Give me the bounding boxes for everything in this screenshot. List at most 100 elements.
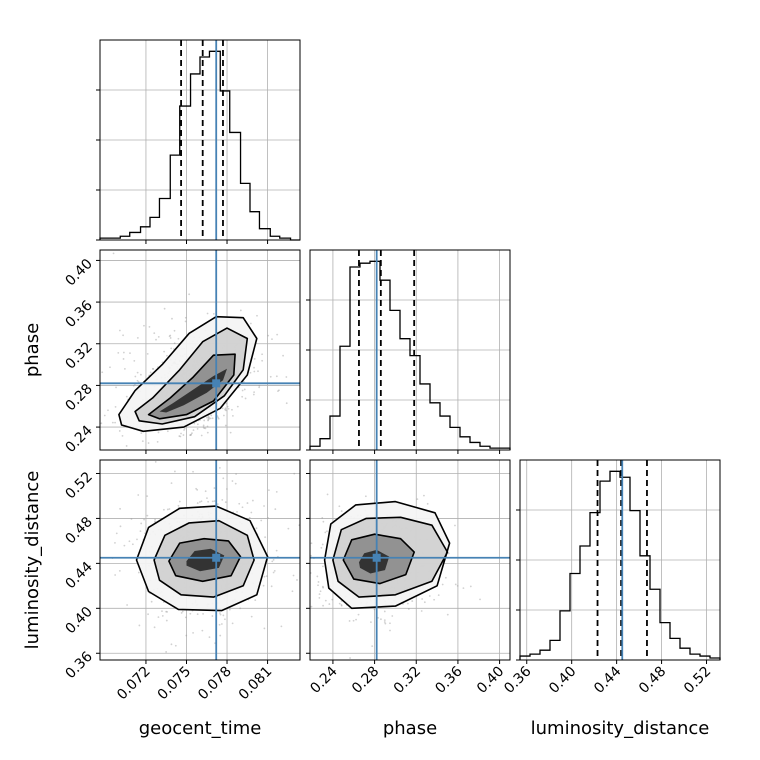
y-tick-label: 0.52 [62, 469, 95, 502]
scatter-point [184, 316, 187, 319]
scatter-point [137, 494, 140, 496]
scatter-point [196, 502, 199, 504]
scatter-point [153, 626, 156, 629]
scatter-point [130, 518, 133, 520]
scatter-point [223, 618, 226, 621]
scatter-point [307, 603, 309, 605]
scatter-point [123, 368, 126, 370]
scatter-point [122, 334, 124, 337]
scatter-point [216, 503, 219, 506]
scatter-point [180, 432, 182, 435]
scatter-point [267, 334, 270, 337]
scatter-point [72, 419, 74, 421]
scatter-point [161, 610, 163, 613]
x-tick-label: 0.36 [501, 663, 534, 696]
histogram-step [309, 260, 511, 450]
y-tick-label: 0.36 [62, 649, 95, 682]
scatter-point [162, 508, 165, 511]
density-layer [294, 493, 481, 659]
scatter-point [237, 660, 239, 662]
density-fill [135, 328, 248, 424]
scatter-point [224, 424, 227, 427]
scatter-point [156, 440, 159, 443]
scatter-point [310, 605, 313, 608]
scatter-point [201, 629, 204, 632]
scatter-point [206, 431, 209, 434]
x-axis-label-luminosity-distance: luminosity_distance [531, 718, 710, 739]
scatter-point [252, 393, 255, 396]
scatter-point [136, 371, 139, 374]
scatter-point [165, 651, 168, 653]
scatter-point [207, 418, 210, 421]
scatter-point [208, 418, 211, 420]
scatter-point [119, 507, 121, 510]
scatter-point [258, 384, 261, 387]
scatter-point [411, 600, 414, 602]
scatter-point [117, 351, 120, 354]
scatter-point [268, 489, 270, 492]
scatter-point [222, 614, 225, 617]
scatter-point [221, 498, 224, 501]
scatter-point [183, 429, 185, 431]
scatter-point [121, 434, 124, 437]
scatter-point [296, 579, 298, 581]
scatter-point [165, 619, 168, 622]
scatter-point [231, 415, 234, 417]
scatter-point [355, 618, 357, 621]
x-axis-label-geocent-time: geocent_time [139, 718, 262, 739]
x-tick-label: 0.081 [236, 664, 276, 704]
scatter-point [294, 586, 296, 588]
scatter-point [241, 395, 244, 398]
scatter-point [229, 431, 232, 434]
scatter-point [273, 569, 276, 572]
scatter-point [260, 519, 263, 522]
scatter-point [139, 373, 142, 376]
scatter-point [324, 531, 327, 534]
x-tick-label: 0.28 [349, 664, 382, 697]
contour-line [147, 353, 236, 420]
scatter-point [98, 422, 100, 424]
scatter-point [132, 384, 135, 387]
scatter-point [270, 585, 273, 588]
scatter-point [154, 460, 157, 463]
scatter-point [441, 583, 444, 586]
scatter-point [129, 352, 131, 355]
panel-frame [519, 459, 721, 661]
scatter-point [256, 314, 258, 317]
scatter-point [203, 419, 206, 422]
scatter-point [222, 414, 225, 417]
scatter-point [62, 411, 64, 413]
scatter-point [147, 442, 150, 444]
scatter-point [126, 604, 128, 606]
scatter-point [357, 613, 360, 616]
scatter-point [276, 333, 279, 336]
scatter-point [190, 433, 193, 436]
scatter-point [131, 462, 133, 464]
scatter-point [322, 585, 324, 588]
scatter-point [154, 518, 156, 521]
scatter-point [469, 585, 472, 588]
panels: 0.36 0.40 0.44 0.48 0.520.240.280.320.360.40… [62, 39, 721, 704]
hist-panel-phase [306, 249, 511, 454]
scatter-point [287, 527, 290, 530]
x-tick-label: 0.48 [636, 664, 669, 697]
scatter-point [139, 530, 142, 533]
y-tick-label: 0.32 [62, 339, 95, 372]
contour-line [135, 505, 269, 612]
scatter-point [208, 636, 211, 639]
scatter-point [206, 416, 208, 419]
scatter-point [306, 555, 308, 557]
scatter-point [153, 332, 156, 335]
scatter-point [119, 525, 122, 528]
scatter-point [236, 405, 239, 408]
scatter-point [263, 575, 266, 578]
scatter-point [143, 518, 145, 521]
scatter-point [326, 530, 328, 533]
scatter-point [161, 615, 164, 617]
scatter-point [188, 293, 191, 296]
y-axis-label-phase: phase [22, 323, 43, 377]
scatter-point [141, 440, 144, 443]
contour-line [118, 315, 258, 433]
scatter-point [166, 610, 169, 613]
